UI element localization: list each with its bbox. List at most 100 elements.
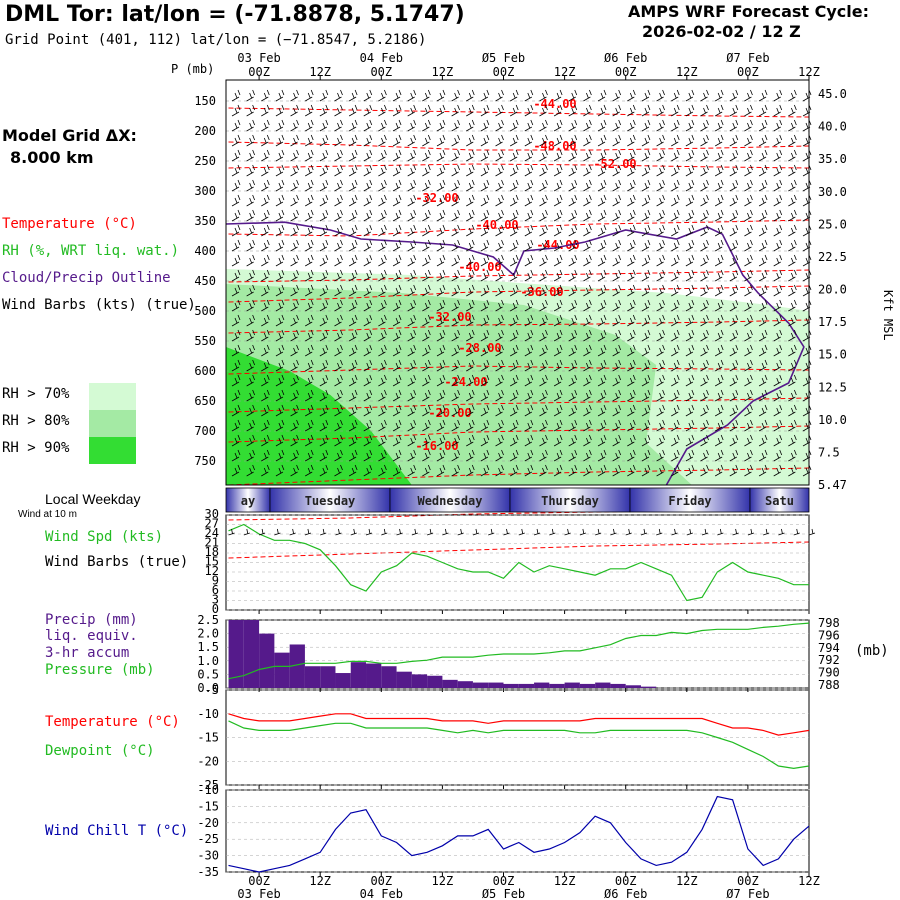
wind-barb (480, 464, 490, 477)
bottom-hour-label-1: 12Z (309, 874, 331, 888)
wind-barb (539, 389, 548, 402)
weekday-cell-5 (749, 487, 810, 513)
wind-barb (231, 389, 241, 402)
wind-ytick-5: 15 (205, 555, 219, 569)
wind-barb (261, 104, 270, 117)
wind-barb (744, 404, 753, 417)
surface-wind-barb (320, 528, 327, 536)
wind-barb (466, 284, 475, 297)
wind-barb (422, 239, 431, 252)
wind-barb (568, 164, 578, 177)
wind-barb (319, 194, 329, 207)
wind-barb (495, 89, 504, 102)
wind-barb (788, 179, 797, 192)
surface-wind-barb (381, 528, 388, 536)
wind-barb (363, 254, 373, 267)
wind-barb (612, 254, 622, 267)
wind-barb (539, 464, 548, 477)
wind-barb (407, 269, 417, 282)
wind-ytick-8: 24 (205, 526, 219, 540)
wind-barb (700, 179, 709, 192)
wind-barb (671, 134, 680, 147)
wind-barb (788, 104, 797, 117)
wind-barb (509, 359, 519, 372)
wind-barb (568, 89, 578, 102)
wind-barb (656, 134, 665, 147)
wind-barb (509, 434, 519, 447)
wind-barb (319, 464, 329, 477)
weekday-label-4: Friday (668, 494, 711, 508)
wind-barb (407, 209, 417, 222)
wind-barb (612, 389, 622, 402)
wind-barb (348, 269, 358, 282)
top-hour-label-5: 12Z (554, 65, 576, 79)
wind-barb (348, 209, 358, 222)
wind-barb (671, 359, 680, 372)
wind-barb (363, 449, 373, 462)
wind-barb (700, 254, 709, 267)
wind-barb (773, 419, 783, 432)
wind-barb (436, 104, 446, 117)
wind-barb (422, 284, 431, 297)
wind-barb (231, 104, 241, 117)
wind-barb (744, 269, 753, 282)
precip-bar-3 (274, 652, 290, 688)
wind-barb (334, 434, 343, 447)
wind-barb (261, 239, 270, 252)
wind-barb (378, 449, 387, 462)
precip-bar-23 (579, 683, 596, 688)
wind-barb (758, 194, 768, 207)
wind-barb (671, 179, 680, 192)
wind-barb (758, 239, 768, 252)
wind-barb (363, 209, 373, 222)
wind-barb (480, 419, 490, 432)
wind-barb (788, 359, 797, 372)
wind-barb (436, 374, 446, 387)
wind-barb (407, 224, 417, 237)
wind-barb (407, 329, 417, 342)
wind-barb (627, 284, 636, 297)
wind-barb (348, 359, 358, 372)
wind-barb (597, 224, 607, 237)
wind-barb (597, 329, 607, 342)
wind-barb (261, 299, 270, 312)
wind-barb (348, 239, 358, 252)
wind-barb (744, 149, 753, 162)
wind-barb (392, 104, 402, 117)
wind-barb (305, 269, 314, 282)
wind-barb (671, 329, 680, 342)
precip-ytick-4: 2.0 (197, 627, 219, 641)
wind-barb (773, 149, 783, 162)
wind-barb (773, 284, 783, 297)
wind-barb (788, 449, 797, 462)
wind-barb (641, 464, 651, 477)
wind-barb (744, 119, 753, 132)
wind-barb (612, 344, 622, 357)
wind-barb (641, 134, 651, 147)
wind-barb (729, 194, 739, 207)
wind-barb (495, 344, 504, 357)
wind-barb (685, 179, 695, 192)
pressure-tick-12: 750 (194, 454, 216, 468)
wind-barb (305, 314, 314, 327)
wind-barb (319, 284, 329, 297)
wind-barb (788, 89, 797, 102)
wind-barb (422, 374, 431, 387)
wind-barb (495, 149, 504, 162)
wind-barb (466, 389, 475, 402)
precip-bar-21 (549, 683, 565, 688)
wind-barb (422, 119, 431, 132)
wind-barb (348, 104, 358, 117)
wind-barb (524, 209, 534, 222)
wind-barb (553, 299, 563, 312)
wind-barb (378, 134, 387, 147)
wind-barb (714, 344, 724, 357)
wind-panel-frame (225, 514, 810, 611)
wind-barb (509, 464, 519, 477)
wind-barb (714, 449, 724, 462)
wind-barb (348, 404, 358, 417)
wind-barb (509, 224, 519, 237)
precip-bar-6 (320, 666, 336, 688)
wind-barb (436, 239, 446, 252)
wind-barb (627, 119, 636, 132)
